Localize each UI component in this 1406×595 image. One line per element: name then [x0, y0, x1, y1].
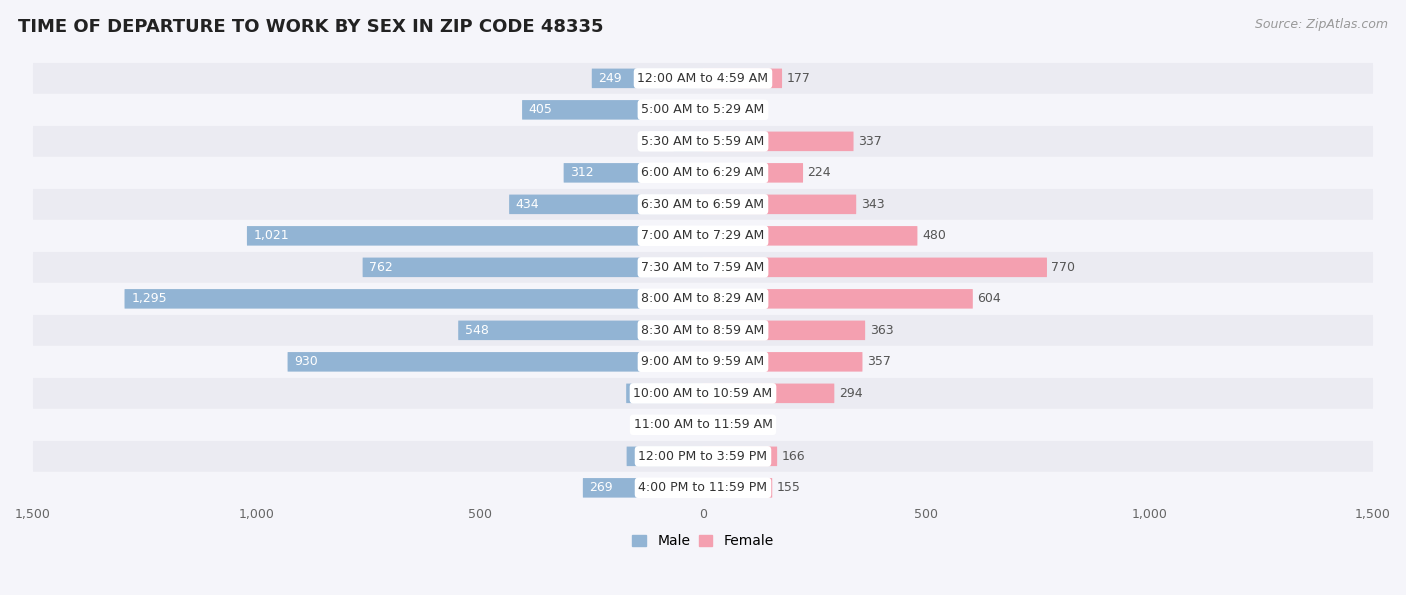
FancyBboxPatch shape — [32, 126, 1374, 156]
FancyBboxPatch shape — [32, 63, 1374, 94]
Text: 171: 171 — [633, 450, 657, 463]
Text: 177: 177 — [786, 72, 810, 85]
Text: 11:00 AM to 11:59 AM: 11:00 AM to 11:59 AM — [634, 418, 772, 431]
Text: 1,295: 1,295 — [131, 292, 167, 305]
FancyBboxPatch shape — [703, 352, 862, 372]
Text: 9:00 AM to 9:59 AM: 9:00 AM to 9:59 AM — [641, 355, 765, 368]
Text: 405: 405 — [529, 104, 553, 117]
FancyBboxPatch shape — [509, 195, 703, 214]
Text: TIME OF DEPARTURE TO WORK BY SEX IN ZIP CODE 48335: TIME OF DEPARTURE TO WORK BY SEX IN ZIP … — [18, 18, 603, 36]
FancyBboxPatch shape — [32, 158, 1374, 188]
Text: 548: 548 — [465, 324, 489, 337]
Text: 7:00 AM to 7:29 AM: 7:00 AM to 7:29 AM — [641, 229, 765, 242]
FancyBboxPatch shape — [703, 163, 803, 183]
FancyBboxPatch shape — [564, 163, 703, 183]
FancyBboxPatch shape — [627, 447, 703, 466]
FancyBboxPatch shape — [32, 283, 1374, 314]
FancyBboxPatch shape — [703, 415, 744, 434]
FancyBboxPatch shape — [32, 409, 1374, 440]
FancyBboxPatch shape — [363, 258, 703, 277]
Text: 930: 930 — [294, 355, 318, 368]
FancyBboxPatch shape — [592, 68, 703, 88]
Text: 12:00 PM to 3:59 PM: 12:00 PM to 3:59 PM — [638, 450, 768, 463]
FancyBboxPatch shape — [288, 352, 703, 372]
Text: 66: 66 — [654, 135, 669, 148]
Text: 155: 155 — [776, 481, 800, 494]
FancyBboxPatch shape — [703, 289, 973, 309]
FancyBboxPatch shape — [32, 95, 1374, 126]
FancyBboxPatch shape — [703, 478, 772, 497]
Text: 249: 249 — [599, 72, 621, 85]
FancyBboxPatch shape — [703, 68, 782, 88]
FancyBboxPatch shape — [703, 258, 1047, 277]
Text: 337: 337 — [858, 135, 882, 148]
Text: 172: 172 — [633, 387, 657, 400]
Text: 294: 294 — [839, 387, 862, 400]
FancyBboxPatch shape — [247, 226, 703, 246]
Text: 770: 770 — [1052, 261, 1076, 274]
Text: 8: 8 — [711, 104, 718, 117]
Text: 762: 762 — [370, 261, 394, 274]
Text: 312: 312 — [571, 167, 593, 179]
FancyBboxPatch shape — [692, 415, 703, 434]
Text: 604: 604 — [977, 292, 1001, 305]
FancyBboxPatch shape — [703, 100, 707, 120]
Text: 10:00 AM to 10:59 AM: 10:00 AM to 10:59 AM — [634, 387, 772, 400]
Text: 269: 269 — [589, 481, 613, 494]
Text: 224: 224 — [807, 167, 831, 179]
Text: 166: 166 — [782, 450, 806, 463]
FancyBboxPatch shape — [32, 378, 1374, 409]
Text: 1,021: 1,021 — [253, 229, 290, 242]
FancyBboxPatch shape — [32, 220, 1374, 251]
FancyBboxPatch shape — [32, 252, 1374, 283]
FancyBboxPatch shape — [673, 131, 703, 151]
Text: 357: 357 — [868, 355, 891, 368]
Text: 434: 434 — [516, 198, 540, 211]
FancyBboxPatch shape — [703, 447, 778, 466]
FancyBboxPatch shape — [626, 384, 703, 403]
FancyBboxPatch shape — [522, 100, 703, 120]
Text: 5:00 AM to 5:29 AM: 5:00 AM to 5:29 AM — [641, 104, 765, 117]
FancyBboxPatch shape — [703, 195, 856, 214]
Text: 343: 343 — [860, 198, 884, 211]
FancyBboxPatch shape — [583, 478, 703, 497]
Text: 12:00 AM to 4:59 AM: 12:00 AM to 4:59 AM — [637, 72, 769, 85]
FancyBboxPatch shape — [32, 441, 1374, 472]
Text: 363: 363 — [870, 324, 893, 337]
Text: 8:00 AM to 8:29 AM: 8:00 AM to 8:29 AM — [641, 292, 765, 305]
Text: 4:00 PM to 11:59 PM: 4:00 PM to 11:59 PM — [638, 481, 768, 494]
Text: 5:30 AM to 5:59 AM: 5:30 AM to 5:59 AM — [641, 135, 765, 148]
FancyBboxPatch shape — [125, 289, 703, 309]
Text: Source: ZipAtlas.com: Source: ZipAtlas.com — [1254, 18, 1388, 31]
FancyBboxPatch shape — [703, 226, 918, 246]
FancyBboxPatch shape — [703, 384, 834, 403]
FancyBboxPatch shape — [458, 321, 703, 340]
Text: 6:00 AM to 6:29 AM: 6:00 AM to 6:29 AM — [641, 167, 765, 179]
Text: 7:30 AM to 7:59 AM: 7:30 AM to 7:59 AM — [641, 261, 765, 274]
Text: 8:30 AM to 8:59 AM: 8:30 AM to 8:59 AM — [641, 324, 765, 337]
Legend: Male, Female: Male, Female — [627, 529, 779, 554]
FancyBboxPatch shape — [703, 321, 865, 340]
FancyBboxPatch shape — [32, 315, 1374, 346]
FancyBboxPatch shape — [32, 472, 1374, 503]
Text: 26: 26 — [671, 418, 688, 431]
FancyBboxPatch shape — [32, 189, 1374, 220]
Text: 90: 90 — [748, 418, 763, 431]
Text: 480: 480 — [922, 229, 946, 242]
FancyBboxPatch shape — [703, 131, 853, 151]
FancyBboxPatch shape — [32, 346, 1374, 377]
Text: 6:30 AM to 6:59 AM: 6:30 AM to 6:59 AM — [641, 198, 765, 211]
